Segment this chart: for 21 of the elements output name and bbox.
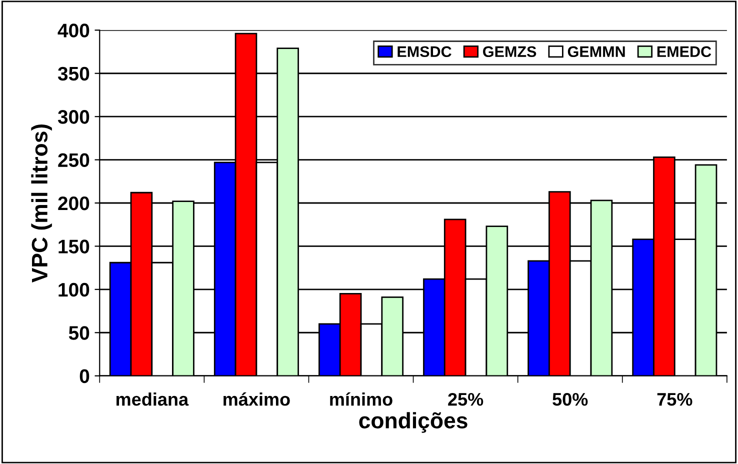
- x-tick-label: 50%: [552, 392, 588, 406]
- y-tick-label: 300: [58, 110, 90, 124]
- x-tick-label: máximo: [224, 392, 290, 406]
- legend-label: EMEDC: [657, 46, 712, 58]
- y-tick-label: 200: [58, 196, 90, 210]
- y-tick-label: 0: [80, 369, 90, 384]
- y-tick-label: 350: [58, 66, 90, 81]
- legend-label: EMSDC: [398, 46, 452, 58]
- y-tick-label: 50: [68, 326, 90, 340]
- x-tick-label: mediana: [116, 392, 189, 406]
- y-tick-label: 400: [58, 24, 90, 38]
- legend-label: GEMZS: [483, 46, 536, 58]
- x-tick-label: mínimo: [330, 392, 392, 406]
- x-axis-title: condições: [359, 412, 468, 433]
- y-tick-label: 250: [58, 153, 90, 168]
- y-axis-title: VPC (mil litros): [31, 124, 52, 282]
- y-tick-label: 150: [58, 240, 90, 254]
- x-tick-label: 25%: [448, 392, 484, 406]
- legend-label: GEMMN: [568, 46, 625, 58]
- y-tick-label: 100: [58, 282, 90, 297]
- x-tick-label: 75%: [657, 393, 692, 406]
